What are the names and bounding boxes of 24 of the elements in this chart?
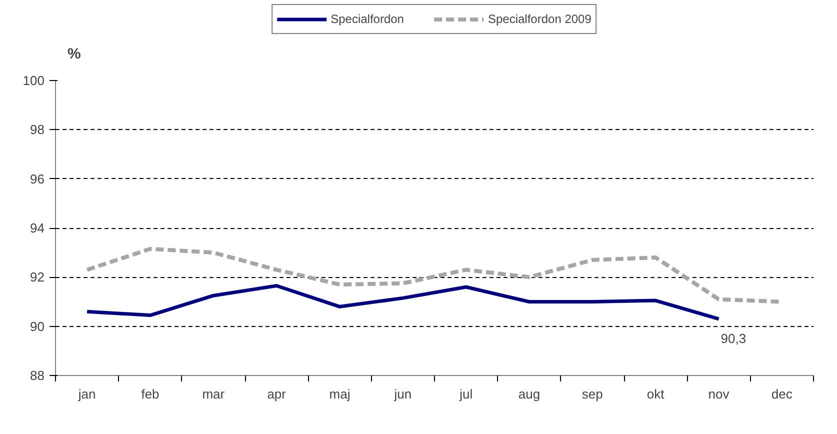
x-tick-label: sep <box>582 386 603 402</box>
legend-label: Specialfordon <box>330 12 404 26</box>
x-tick-label: jan <box>77 386 96 402</box>
x-tick-label: jul <box>458 386 473 402</box>
x-tick-label: apr <box>267 386 287 402</box>
x-tick-label: jun <box>393 386 412 402</box>
y-tick-label: 98 <box>30 122 45 138</box>
x-tick-label: mar <box>202 386 226 402</box>
y-tick-label: 88 <box>30 368 45 383</box>
y-tick-label: 94 <box>30 220 45 236</box>
x-tick-label: aug <box>518 386 540 402</box>
y-tick-label: 92 <box>30 270 45 285</box>
line-series <box>85 284 720 321</box>
y-tick-label: 96 <box>30 171 45 186</box>
x-tick-label: okt <box>646 386 665 402</box>
legend-label: Specialfordon 2009 <box>488 12 592 26</box>
x-tick-label: feb <box>141 386 160 402</box>
x-tick-label: maj <box>329 386 350 402</box>
x-tick-label: nov <box>708 386 730 402</box>
data-label: 90,3 <box>720 330 746 346</box>
y-axis-title: % <box>68 46 81 62</box>
y-tick-label: 100 <box>22 73 45 88</box>
y-tick-label: 90 <box>30 318 45 334</box>
x-tick-label: dec <box>771 386 793 402</box>
